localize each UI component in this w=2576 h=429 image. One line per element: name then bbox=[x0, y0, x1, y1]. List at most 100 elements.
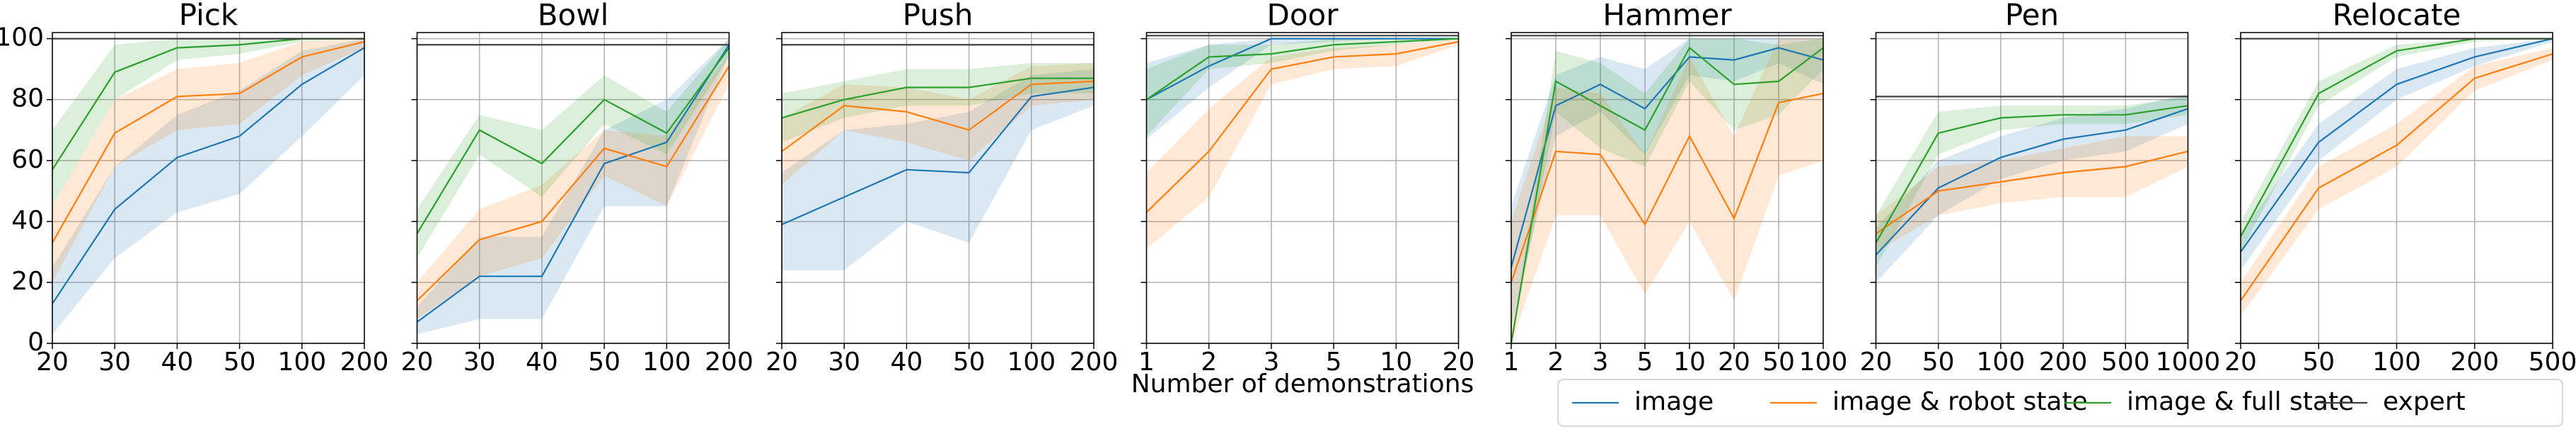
x-tick-label: 200 bbox=[2450, 348, 2499, 377]
series-line bbox=[781, 77, 1094, 119]
chart-title: Door bbox=[1266, 0, 1339, 33]
x-tick-label: 40 bbox=[890, 348, 923, 377]
x-tick-label: 50 bbox=[1922, 348, 1955, 377]
plot-area bbox=[1876, 33, 2188, 343]
x-tick-label: 10 bbox=[1673, 348, 1706, 377]
band bbox=[417, 38, 729, 258]
x-tick-label: 1000 bbox=[2156, 348, 2221, 377]
y-tick-label: 60 bbox=[11, 145, 44, 174]
band bbox=[782, 63, 1094, 185]
plot-frame bbox=[2240, 32, 2553, 344]
x-tick-label: 100 bbox=[1799, 348, 1848, 377]
x-tick-label: 50 bbox=[2302, 348, 2335, 377]
legend-label: image & full state bbox=[2127, 387, 2354, 416]
x-tick-label: 50 bbox=[1762, 348, 1795, 377]
series-line bbox=[1875, 105, 2188, 244]
plot-area bbox=[417, 33, 729, 343]
x-tick-label: 40 bbox=[526, 348, 558, 377]
chart-title: Push bbox=[903, 0, 974, 33]
band bbox=[417, 54, 729, 319]
band bbox=[1511, 38, 1823, 328]
band bbox=[1876, 96, 2188, 268]
plot-area bbox=[52, 33, 364, 343]
x-tick-label: 40 bbox=[161, 348, 193, 377]
y-tick-label: 20 bbox=[11, 267, 44, 296]
x-tick-label: 3 bbox=[1593, 348, 1609, 377]
x-tick-label: 20 bbox=[1718, 348, 1750, 377]
series-line bbox=[781, 80, 1094, 152]
chart-title: Relocate bbox=[2333, 0, 2461, 33]
band bbox=[1146, 38, 1459, 137]
plot-frame bbox=[781, 32, 1094, 344]
x-tick-label: 30 bbox=[463, 348, 496, 377]
chart-title: Bowl bbox=[538, 0, 609, 33]
series-line bbox=[1510, 46, 1824, 344]
band bbox=[1876, 136, 2188, 252]
legend: image image & robot state image & full sta… bbox=[1557, 379, 2563, 427]
band bbox=[52, 38, 364, 207]
series-line bbox=[416, 65, 730, 302]
legend-box bbox=[1557, 379, 2563, 427]
x-tick-label: 20 bbox=[1443, 348, 1475, 377]
band bbox=[1876, 93, 2188, 282]
legend-label: expert bbox=[2383, 387, 2466, 416]
x-tick-label: 200 bbox=[705, 348, 753, 377]
x-tick-label: 5 bbox=[1637, 348, 1653, 377]
band bbox=[52, 38, 364, 282]
x-tick-label: 20 bbox=[1860, 348, 1893, 377]
x-tick-label: 200 bbox=[2039, 348, 2088, 377]
band bbox=[782, 69, 1094, 270]
band bbox=[1146, 38, 1459, 249]
x-tick-label: 200 bbox=[1070, 348, 1119, 377]
legend-label: image bbox=[1634, 387, 1714, 416]
plot-frame bbox=[1511, 32, 1824, 344]
x-tick-label: 100 bbox=[2372, 348, 2421, 377]
x-tick-label: 30 bbox=[98, 348, 131, 377]
y-tick-label: 40 bbox=[11, 206, 44, 235]
x-tick-label: 1 bbox=[1503, 348, 1520, 377]
x-tick-label: 10 bbox=[1380, 348, 1412, 377]
band bbox=[52, 38, 364, 335]
x-tick-label: 100 bbox=[642, 348, 691, 377]
series-line bbox=[1145, 40, 1459, 213]
x-tick-label: 100 bbox=[277, 348, 326, 377]
legend-label: image & robot state bbox=[1832, 387, 2088, 416]
plot-frame bbox=[1145, 32, 1460, 344]
y-tick-label: 80 bbox=[11, 84, 44, 113]
series-line bbox=[1875, 150, 2188, 234]
y-tick-label: 100 bbox=[0, 23, 44, 52]
series-line bbox=[781, 86, 1094, 226]
x-tick-label: 500 bbox=[2101, 348, 2150, 377]
series-line bbox=[416, 47, 730, 234]
band bbox=[1511, 38, 1823, 343]
series-line bbox=[1510, 47, 1824, 268]
x-tick-label: 5 bbox=[1326, 348, 1342, 377]
chart-title: Hammer bbox=[1602, 0, 1732, 33]
band bbox=[1146, 38, 1459, 139]
x-tick-label: 500 bbox=[2529, 348, 2576, 377]
series-line bbox=[1145, 38, 1459, 101]
x-tick-label: 100 bbox=[1977, 348, 2026, 377]
plot-area bbox=[1146, 33, 1459, 343]
series-line bbox=[1145, 38, 1459, 101]
band bbox=[417, 38, 729, 335]
x-tick-label: 200 bbox=[340, 348, 389, 377]
series-line bbox=[2240, 53, 2553, 302]
series-line bbox=[52, 47, 365, 304]
chart-title: Pen bbox=[2005, 0, 2059, 33]
x-tick-label: 20 bbox=[766, 348, 798, 377]
x-tick-label: 30 bbox=[828, 348, 860, 377]
series-line bbox=[1510, 93, 1824, 283]
x-tick-label: 2 bbox=[1548, 348, 1564, 377]
x-tick-label: 50 bbox=[224, 348, 256, 377]
plot-frame bbox=[52, 32, 365, 344]
band bbox=[1511, 38, 1823, 343]
series-line bbox=[52, 40, 365, 244]
series-line bbox=[416, 44, 730, 323]
x-tick-label: 100 bbox=[1007, 348, 1056, 377]
x-tick-label: 2 bbox=[1201, 348, 1217, 377]
plot-frame bbox=[1875, 32, 2189, 344]
y-tick-label: 0 bbox=[28, 328, 44, 357]
x-tick-label: 50 bbox=[953, 348, 986, 377]
